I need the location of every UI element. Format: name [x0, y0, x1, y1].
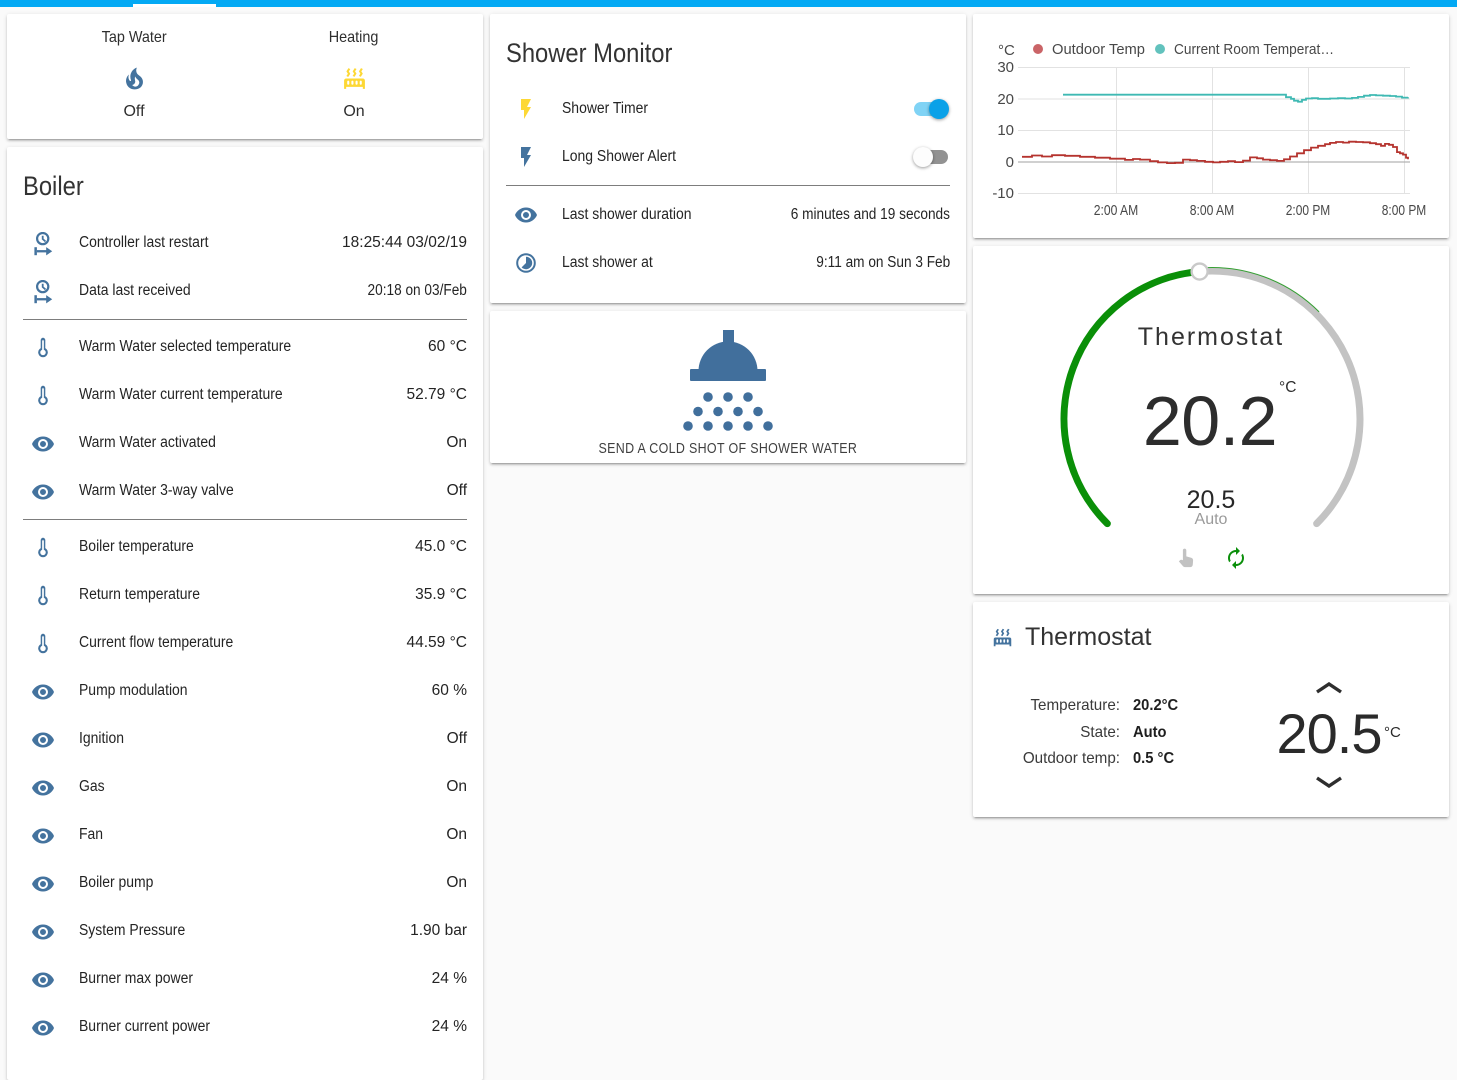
- svg-text:8:00 PM: 8:00 PM: [1382, 202, 1427, 219]
- svg-text:30: 30: [997, 59, 1014, 76]
- svg-text:2:00 AM: 2:00 AM: [1094, 202, 1139, 219]
- svg-text:10: 10: [997, 122, 1014, 139]
- svg-text:8:00 AM: 8:00 AM: [1190, 202, 1235, 219]
- svg-text:20: 20: [997, 91, 1014, 108]
- svg-text:Current Room Temperat…: Current Room Temperat…: [1174, 41, 1334, 58]
- svg-text:0: 0: [1006, 154, 1014, 171]
- svg-text:-10: -10: [992, 185, 1014, 202]
- svg-text:Outdoor Temp: Outdoor Temp: [1052, 41, 1145, 58]
- svg-text:2:00 PM: 2:00 PM: [1286, 202, 1331, 219]
- svg-text:°C: °C: [998, 42, 1015, 59]
